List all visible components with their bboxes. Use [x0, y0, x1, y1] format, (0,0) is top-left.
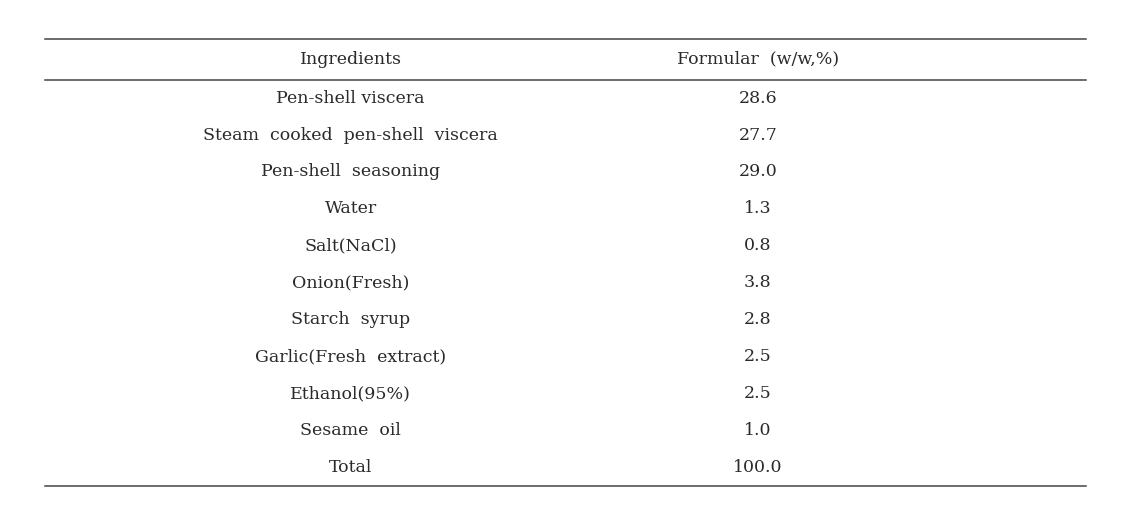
- Text: Steam  cooked  pen-shell  viscera: Steam cooked pen-shell viscera: [204, 126, 498, 143]
- Text: Formular  (w/w,%): Formular (w/w,%): [676, 50, 839, 68]
- Text: Pen-shell  seasoning: Pen-shell seasoning: [261, 163, 440, 180]
- Text: Starch  syrup: Starch syrup: [291, 311, 411, 328]
- Text: 0.8: 0.8: [744, 237, 771, 254]
- Text: Ingredients: Ingredients: [300, 50, 402, 68]
- Text: 29.0: 29.0: [739, 163, 777, 180]
- Text: Garlic(Fresh  extract): Garlic(Fresh extract): [256, 348, 446, 365]
- Text: 28.6: 28.6: [739, 89, 777, 106]
- Text: 100.0: 100.0: [733, 459, 783, 476]
- Text: 27.7: 27.7: [739, 126, 777, 143]
- Text: Water: Water: [325, 200, 377, 217]
- Text: Total: Total: [329, 459, 372, 476]
- Text: Onion(Fresh): Onion(Fresh): [292, 274, 409, 291]
- Text: Pen-shell viscera: Pen-shell viscera: [276, 89, 425, 106]
- Text: Ethanol(95%): Ethanol(95%): [291, 385, 411, 402]
- Text: 2.5: 2.5: [744, 348, 771, 365]
- Text: Salt(NaCl): Salt(NaCl): [304, 237, 397, 254]
- Text: Sesame  oil: Sesame oil: [300, 422, 402, 439]
- Text: 1.3: 1.3: [744, 200, 771, 217]
- Text: 2.5: 2.5: [744, 385, 771, 402]
- Text: 1.0: 1.0: [744, 422, 771, 439]
- Text: 2.8: 2.8: [744, 311, 771, 328]
- Text: 3.8: 3.8: [744, 274, 771, 291]
